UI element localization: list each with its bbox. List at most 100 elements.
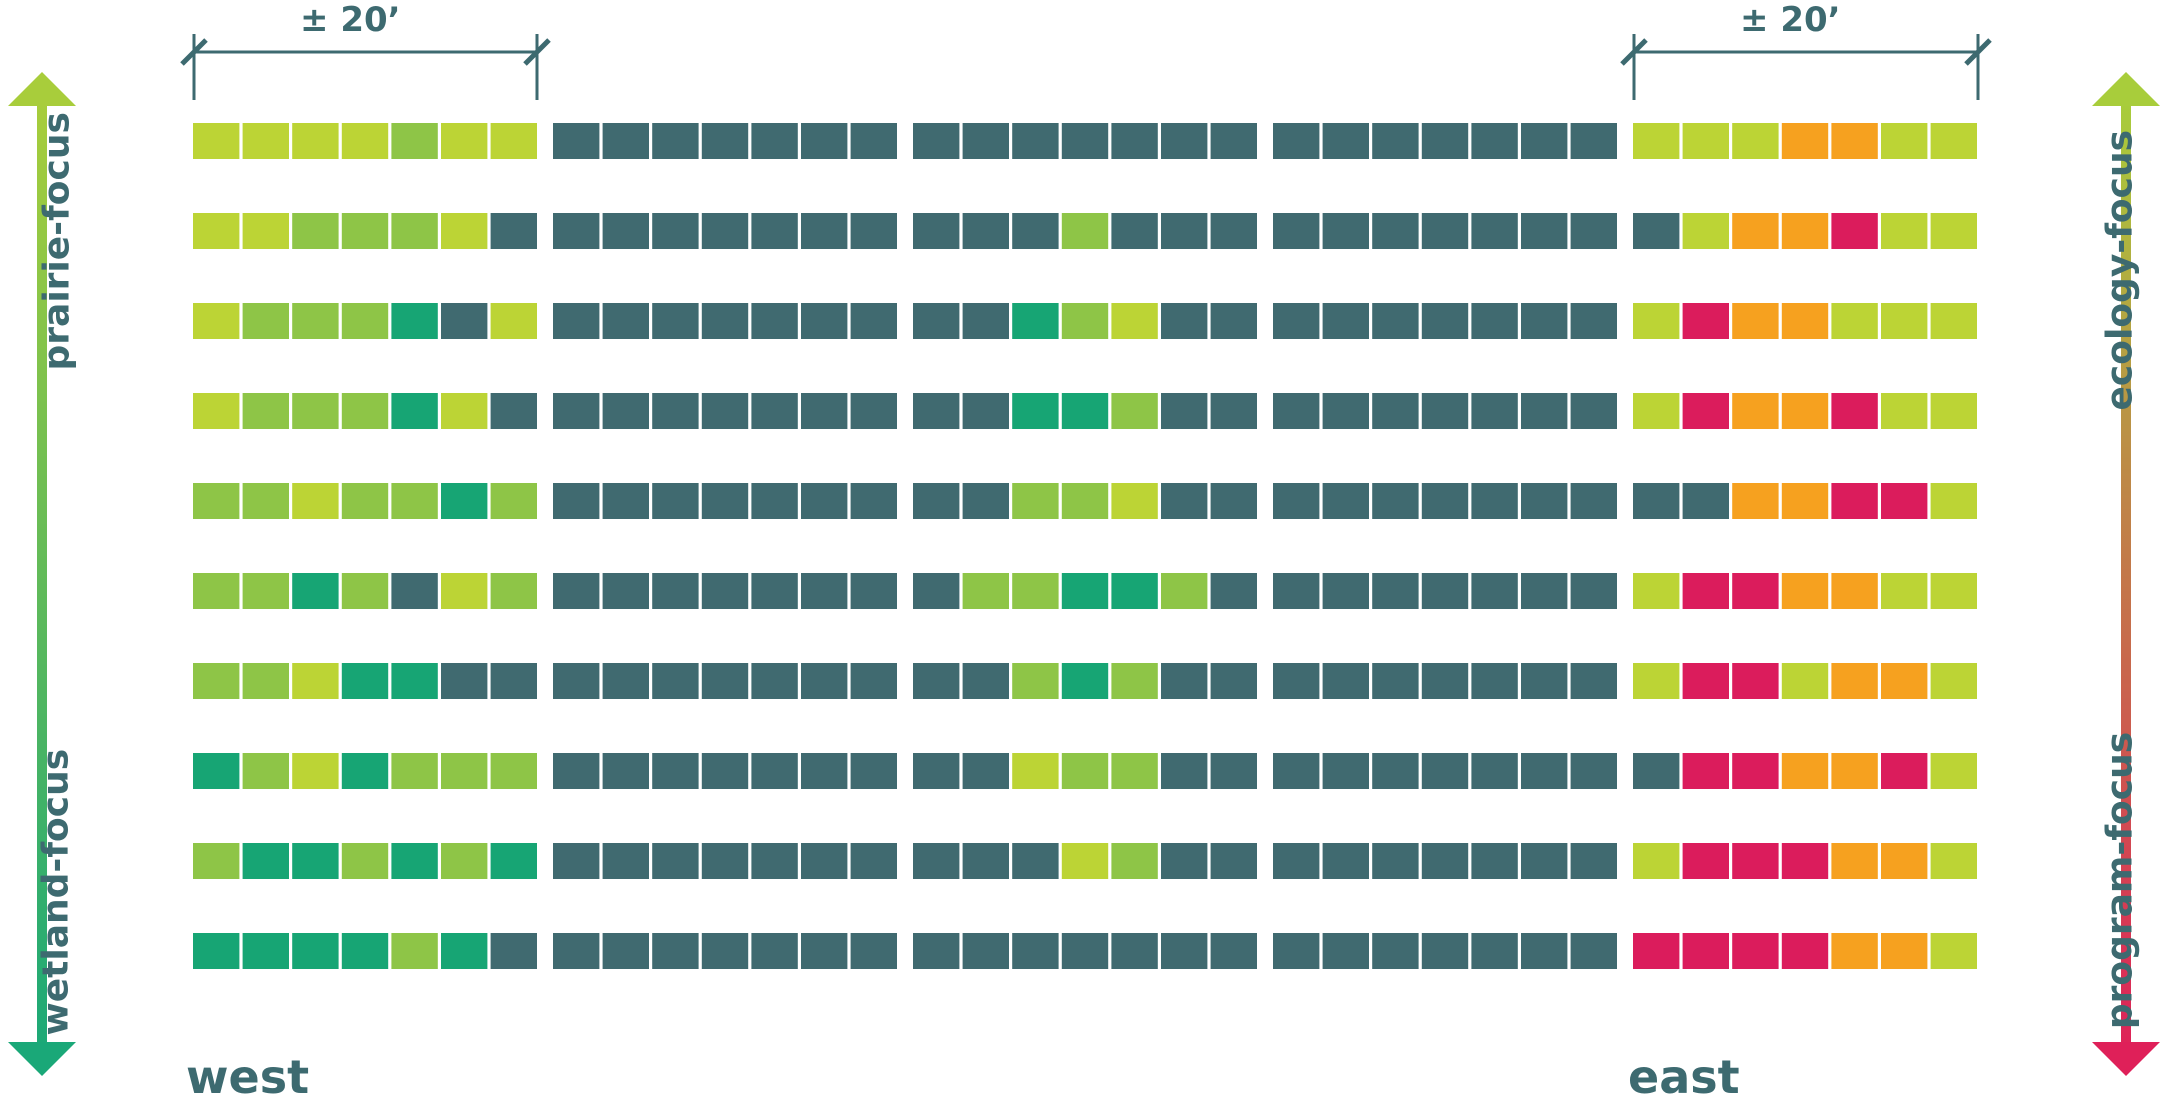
grid-cell xyxy=(1273,123,1320,159)
grid-cell xyxy=(913,933,960,969)
grid-cell xyxy=(1061,483,1109,519)
grid-cell xyxy=(1881,663,1928,699)
grid-cell xyxy=(1570,303,1617,339)
grid-cell xyxy=(292,843,339,879)
grid-cell xyxy=(1471,123,1518,159)
grid-cell xyxy=(490,843,537,879)
grid-cell xyxy=(1273,843,1320,879)
grid-cell xyxy=(701,393,749,429)
grid-cell xyxy=(913,213,960,249)
right-arrow-head-up xyxy=(2092,72,2160,106)
grid-cell xyxy=(751,303,798,339)
grid-cell xyxy=(801,213,848,249)
grid-cell xyxy=(652,393,699,429)
dimension-east xyxy=(1620,34,1992,100)
grid-cell xyxy=(292,213,339,249)
grid-cell xyxy=(391,123,438,159)
grid-cell xyxy=(701,753,749,789)
grid-cell xyxy=(1570,663,1617,699)
grid-cell xyxy=(490,663,537,699)
grid-cell xyxy=(1372,573,1419,609)
grid-cell xyxy=(1570,753,1617,789)
grid-cell xyxy=(652,663,699,699)
grid-cell xyxy=(751,123,798,159)
grid-cell xyxy=(962,573,1009,609)
grid-cell xyxy=(1210,933,1257,969)
grid-cell xyxy=(1210,663,1257,699)
grid-cell xyxy=(391,213,438,249)
grid-cell xyxy=(1831,753,1878,789)
grid-cell xyxy=(1372,123,1419,159)
grid-cell xyxy=(1521,573,1568,609)
label-prairie-focus: prairie-focus xyxy=(36,112,78,371)
grid-cell xyxy=(292,123,339,159)
grid-cell xyxy=(1633,753,1680,789)
grid-cell xyxy=(1781,303,1829,339)
grid-cell xyxy=(391,843,438,879)
grid-cell xyxy=(1521,393,1568,429)
grid-cell xyxy=(1012,663,1059,699)
grid-cell xyxy=(1471,213,1518,249)
grid-cell xyxy=(1273,483,1320,519)
grid-cell xyxy=(652,123,699,159)
dimension-slash-left xyxy=(180,38,208,66)
grid-cell xyxy=(1781,753,1829,789)
grid-cell xyxy=(1682,933,1729,969)
grid-cell xyxy=(1633,123,1680,159)
grid-cell xyxy=(1881,213,1928,249)
grid-cell xyxy=(341,123,389,159)
grid-cell xyxy=(553,933,600,969)
grid-cell xyxy=(652,483,699,519)
grid-cell xyxy=(1372,303,1419,339)
grid-cell xyxy=(1421,753,1469,789)
grid-cell xyxy=(1372,933,1419,969)
grid-cell xyxy=(962,303,1009,339)
grid-cell xyxy=(1732,573,1779,609)
grid-cell xyxy=(1521,303,1568,339)
grid-cell xyxy=(1012,393,1059,429)
grid-cell xyxy=(1781,663,1829,699)
grid-cell xyxy=(751,663,798,699)
grid-cell xyxy=(1471,483,1518,519)
grid-cell xyxy=(441,753,488,789)
grid-cell xyxy=(913,753,960,789)
grid-cell xyxy=(1210,393,1257,429)
grid-cell xyxy=(850,123,897,159)
grid-cell xyxy=(1273,933,1320,969)
grid-cell xyxy=(193,213,240,249)
right-arrow-head-down xyxy=(2092,1042,2160,1076)
grid-cell xyxy=(1111,663,1158,699)
grid-cell xyxy=(1781,573,1829,609)
grid-cell xyxy=(1210,843,1257,879)
grid-cell xyxy=(1372,483,1419,519)
grid-cell xyxy=(913,123,960,159)
grid-cell xyxy=(553,213,600,249)
grid-cell xyxy=(553,123,600,159)
grid-cell xyxy=(193,933,240,969)
grid-cell xyxy=(1161,753,1208,789)
grid-cell xyxy=(1732,483,1779,519)
grid-cell xyxy=(962,483,1009,519)
label-ecology-focus: ecology-focus xyxy=(2099,129,2141,411)
grid-cell xyxy=(801,303,848,339)
grid-cell xyxy=(553,573,600,609)
grid-cell xyxy=(1061,123,1109,159)
grid-cell xyxy=(1111,843,1158,879)
grid-cell xyxy=(751,393,798,429)
grid-cell xyxy=(1322,843,1369,879)
grid-cell xyxy=(602,483,649,519)
grid-cell xyxy=(553,843,600,879)
grid-cell xyxy=(1111,393,1158,429)
grid-cell xyxy=(1322,573,1369,609)
grid-cell xyxy=(1930,843,1977,879)
grid-cell xyxy=(602,933,649,969)
grid-cell xyxy=(652,573,699,609)
grid-cell xyxy=(751,753,798,789)
grid-cell xyxy=(441,393,488,429)
grid-cell xyxy=(242,483,289,519)
grid-cell xyxy=(1471,303,1518,339)
grid-cell xyxy=(1421,123,1469,159)
grid-cell xyxy=(1322,483,1369,519)
grid-cell xyxy=(850,663,897,699)
